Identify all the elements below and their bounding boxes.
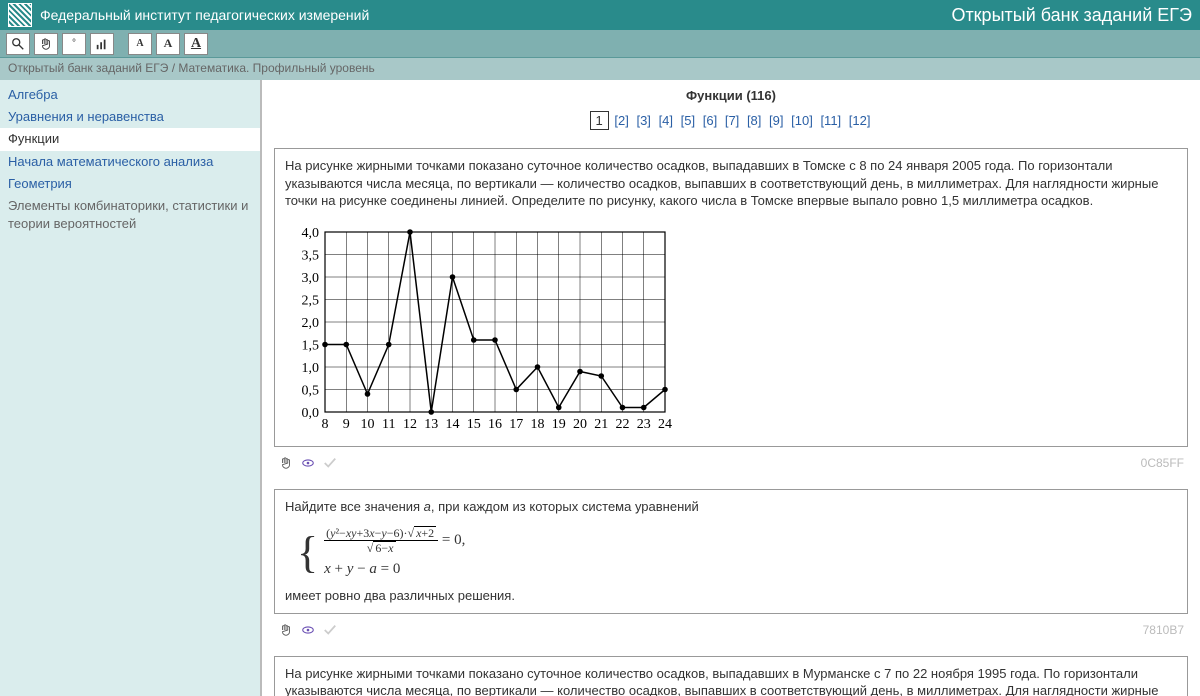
svg-text:9: 9 [343, 417, 350, 430]
svg-text:0,0: 0,0 [302, 406, 320, 421]
font-medium-button[interactable]: A [156, 33, 180, 55]
org-name: Федеральный институт педагогических изме… [40, 7, 951, 23]
svg-text:13: 13 [424, 417, 438, 430]
page-link[interactable]: [7] [723, 113, 741, 128]
sidebar-item[interactable]: Уравнения и неравенства [0, 106, 260, 128]
eq-rhs: = 0, [442, 532, 465, 548]
svg-text:1,5: 1,5 [302, 338, 320, 353]
sidebar: АлгебраУравнения и неравенстваФункцииНач… [0, 80, 260, 696]
logo-icon [8, 3, 32, 27]
page-link[interactable]: [9] [767, 113, 785, 128]
svg-text:10: 10 [361, 417, 375, 430]
check-icon[interactable] [322, 455, 338, 471]
font-large-button[interactable]: A [184, 33, 208, 55]
svg-text:4,0: 4,0 [302, 226, 320, 241]
svg-text:20: 20 [573, 417, 587, 430]
sidebar-item[interactable]: Геометрия [0, 173, 260, 195]
svg-text:2,5: 2,5 [302, 293, 320, 308]
svg-text:8: 8 [322, 417, 329, 430]
chart-icon[interactable] [90, 33, 114, 55]
pagination: 1 [2] [3] [4] [5] [6] [7] [8] [9] [10] [… [274, 113, 1188, 128]
svg-text:16: 16 [488, 417, 502, 430]
svg-text:15: 15 [467, 417, 481, 430]
svg-text:2,0: 2,0 [302, 316, 320, 331]
chart-container: 0,0 0,5 1,0 1,5 2,0 2,5 3,0 3,5 4,0 8 9 10 11 12 13 14 1… [285, 220, 1177, 439]
svg-text:3,5: 3,5 [302, 248, 320, 263]
breadcrumb: Открытый банк заданий ЕГЭ / Математика. … [0, 58, 1200, 80]
svg-text:22: 22 [616, 417, 630, 430]
eye-icon[interactable] [300, 622, 316, 638]
page-current: 1 [590, 111, 609, 130]
sidebar-item[interactable]: Элементы комбинаторики, статистики и тео… [0, 195, 260, 235]
font-small-button[interactable]: A [128, 33, 152, 55]
page-link[interactable]: [12] [847, 113, 873, 128]
svg-text:1,0: 1,0 [302, 361, 320, 376]
check-icon[interactable] [322, 622, 338, 638]
svg-text:24: 24 [658, 417, 672, 430]
page-link[interactable]: [2] [612, 113, 630, 128]
svg-text:11: 11 [382, 417, 395, 430]
page-link[interactable]: [8] [745, 113, 763, 128]
task-card: Найдите все значения a, при каждом из ко… [274, 489, 1188, 614]
svg-text:18: 18 [531, 417, 545, 430]
page-link[interactable]: [6] [701, 113, 719, 128]
precipitation-chart: 0,0 0,5 1,0 1,5 2,0 2,5 3,0 3,5 4,0 8 9 10 11 12 13 14 1… [285, 224, 673, 430]
svg-text:21: 21 [594, 417, 608, 430]
sidebar-item[interactable]: Алгебра [0, 84, 260, 106]
svg-text:19: 19 [552, 417, 566, 430]
svg-text:0,5: 0,5 [302, 383, 320, 398]
task-card: На рисунке жирными точками показано суто… [274, 656, 1188, 696]
sidebar-item[interactable]: Функции [0, 128, 260, 150]
degree-icon[interactable]: ° [62, 33, 86, 55]
svg-text:14: 14 [446, 417, 460, 430]
equation-system: { (y²−xy+3x−y−6)·x+2 6−x = 0, x + y − a … [297, 526, 1177, 580]
hand-icon[interactable] [278, 455, 294, 471]
page-link[interactable]: [11] [818, 113, 843, 128]
hand-icon[interactable] [34, 33, 58, 55]
page-title: Функции (116) [274, 88, 1188, 103]
task-text: На рисунке жирными точками показано суто… [285, 665, 1177, 696]
svg-text:23: 23 [637, 417, 651, 430]
task-text: На рисунке жирными точками показано суто… [285, 157, 1177, 210]
task-id: 7810B7 [1143, 623, 1184, 637]
content-area: Функции (116) 1 [2] [3] [4] [5] [6] [7] … [260, 80, 1200, 696]
task-footer: 7810B7 [274, 620, 1188, 656]
bank-title: Открытый банк заданий ЕГЭ [951, 5, 1192, 26]
svg-text:17: 17 [509, 417, 523, 430]
svg-text:12: 12 [403, 417, 417, 430]
sidebar-item[interactable]: Начала математического анализа [0, 151, 260, 173]
svg-text:3,0: 3,0 [302, 271, 320, 286]
hand-icon[interactable] [278, 622, 294, 638]
task-footer: 0C85FF [274, 453, 1188, 489]
task-card: На рисунке жирными точками показано суто… [274, 148, 1188, 447]
task-id: 0C85FF [1141, 456, 1184, 470]
page-link[interactable]: [4] [657, 113, 675, 128]
top-header: Федеральный институт педагогических изме… [0, 0, 1200, 30]
page-link[interactable]: [10] [789, 113, 815, 128]
eye-icon[interactable] [300, 455, 316, 471]
task-intro: Найдите все значения a, при каждом из ко… [285, 498, 1177, 516]
toolbar: ° A A A [0, 30, 1200, 58]
search-icon[interactable] [6, 33, 30, 55]
page-link[interactable]: [3] [634, 113, 652, 128]
task-outro: имеет ровно два различных решения. [285, 587, 1177, 605]
page-link[interactable]: [5] [679, 113, 697, 128]
